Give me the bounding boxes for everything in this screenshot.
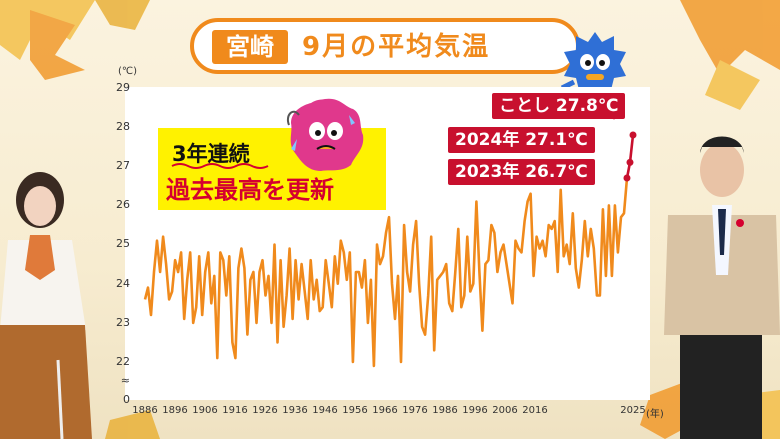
x-tick-label: 1956 bbox=[342, 405, 368, 416]
hot-mascot-character bbox=[287, 98, 364, 171]
x-tick-label: 1906 bbox=[192, 405, 218, 416]
annotation-label-this-year: ことし 27.8℃ bbox=[492, 93, 626, 119]
y-tick-label: 0 bbox=[123, 393, 130, 406]
y-tick-label: 24 bbox=[116, 277, 130, 290]
x-tick-label: 1946 bbox=[312, 405, 338, 416]
x-tick-label: 1916 bbox=[222, 405, 248, 416]
y-tick-label: 23 bbox=[116, 316, 130, 329]
annotation-label-2023: 2023年 26.7℃ bbox=[448, 159, 595, 185]
x-tick-label: 1976 bbox=[402, 405, 428, 416]
highlight-point bbox=[629, 131, 637, 139]
y-tick-label: ≈ bbox=[120, 374, 130, 387]
x-tick-label: 2006 bbox=[492, 405, 518, 416]
x-tick-label: 1896 bbox=[162, 405, 188, 416]
x-tick-label: 1886 bbox=[132, 405, 158, 416]
y-tick-label: 28 bbox=[116, 120, 130, 133]
annotation-pointers bbox=[610, 112, 618, 120]
x-tick-label: 1996 bbox=[462, 405, 488, 416]
presenter-right bbox=[664, 136, 780, 439]
highlight-line2: 過去最高を更新 bbox=[166, 176, 334, 204]
y-axis-unit: (℃) bbox=[118, 66, 138, 77]
highlight-point bbox=[623, 174, 631, 182]
highlight-line1: 3年連続 bbox=[172, 142, 250, 166]
mascot-character bbox=[560, 32, 626, 94]
x-tick-label: 1926 bbox=[252, 405, 278, 416]
x-tick-label: 1936 bbox=[282, 405, 308, 416]
y-tick-label: 22 bbox=[116, 355, 130, 368]
series-line bbox=[143, 177, 629, 368]
x-tick-label: 1966 bbox=[372, 405, 398, 416]
page-title: 9月の平均気温 bbox=[302, 32, 491, 62]
highlight-point bbox=[626, 158, 634, 166]
y-tick-label: 26 bbox=[116, 198, 130, 211]
x-tick-label: 1986 bbox=[432, 405, 458, 416]
y-tick-label: 25 bbox=[116, 237, 130, 250]
title-place-tag: 宮崎 bbox=[212, 30, 288, 64]
annotation-label-2024: 2024年 27.1℃ bbox=[448, 127, 595, 153]
y-tick-label: 29 bbox=[116, 81, 130, 94]
presenter-left bbox=[0, 172, 92, 439]
x-axis-unit: (年) bbox=[646, 409, 664, 420]
x-tick-label: 2016 bbox=[522, 405, 548, 416]
x-tick-label: 2025 bbox=[620, 405, 646, 416]
underline-squiggle bbox=[171, 163, 269, 169]
y-tick-label: 27 bbox=[116, 159, 130, 172]
